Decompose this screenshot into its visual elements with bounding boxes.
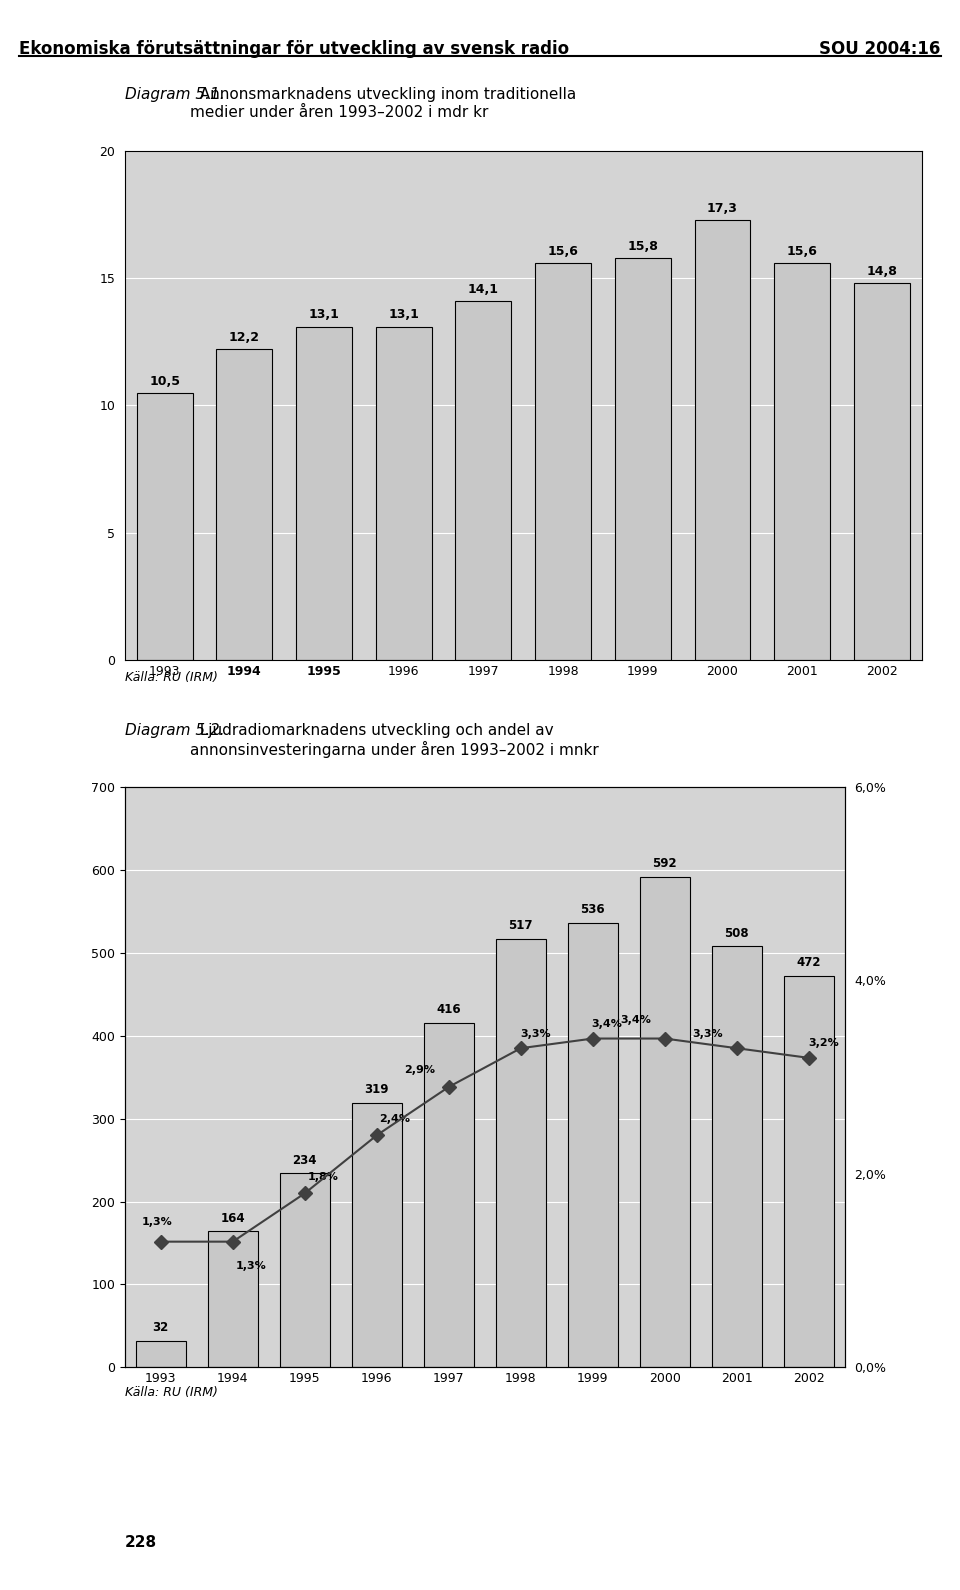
Bar bbox=[639, 876, 690, 1367]
Text: Källa: RU (IRM): Källa: RU (IRM) bbox=[125, 1386, 218, 1399]
Text: 13,1: 13,1 bbox=[308, 308, 340, 321]
Text: Ekonomiska förutsättningar för utveckling av svensk radio: Ekonomiska förutsättningar för utvecklin… bbox=[19, 40, 569, 57]
Text: 14,1: 14,1 bbox=[468, 283, 499, 296]
Text: 3,4%: 3,4% bbox=[591, 1019, 623, 1029]
Bar bbox=[423, 1022, 474, 1367]
Bar bbox=[694, 219, 751, 660]
Bar bbox=[455, 301, 512, 660]
Text: 3,2%: 3,2% bbox=[807, 1038, 839, 1048]
Text: Diagram 5.2.: Diagram 5.2. bbox=[125, 723, 225, 738]
Bar bbox=[135, 1340, 186, 1367]
Text: 3,3%: 3,3% bbox=[693, 1029, 723, 1038]
Bar bbox=[774, 262, 830, 660]
Text: Diagram 5.1.: Diagram 5.1. bbox=[125, 87, 225, 102]
Text: 2,4%: 2,4% bbox=[379, 1113, 410, 1124]
Text: 3,3%: 3,3% bbox=[520, 1029, 550, 1038]
Text: 15,6: 15,6 bbox=[547, 245, 579, 258]
Text: 12,2: 12,2 bbox=[228, 331, 260, 345]
Text: 10,5: 10,5 bbox=[149, 375, 180, 388]
Text: 319: 319 bbox=[365, 1083, 389, 1096]
Text: 17,3: 17,3 bbox=[707, 202, 738, 215]
Bar bbox=[279, 1173, 330, 1367]
Bar bbox=[614, 258, 671, 660]
Text: 164: 164 bbox=[221, 1212, 245, 1224]
Text: 3,4%: 3,4% bbox=[620, 1014, 652, 1026]
Bar bbox=[351, 1103, 402, 1367]
Bar bbox=[853, 283, 910, 660]
Text: 536: 536 bbox=[581, 903, 605, 916]
Bar bbox=[296, 326, 352, 660]
Text: 13,1: 13,1 bbox=[388, 308, 420, 321]
Bar bbox=[216, 350, 273, 660]
Text: Annonsmarknadens utveckling inom traditionella
medier under åren 1993–2002 i mdr: Annonsmarknadens utveckling inom traditi… bbox=[190, 87, 576, 119]
Text: 472: 472 bbox=[797, 957, 821, 970]
Text: 1,3%: 1,3% bbox=[142, 1218, 173, 1227]
Text: 508: 508 bbox=[725, 927, 749, 940]
Text: 1,3%: 1,3% bbox=[235, 1261, 266, 1270]
Bar bbox=[711, 946, 762, 1367]
Text: 517: 517 bbox=[509, 919, 533, 932]
Text: Ljudradiomarknadens utveckling och andel av
annonsinvesteringarna under åren 199: Ljudradiomarknadens utveckling och andel… bbox=[190, 723, 599, 758]
Text: 416: 416 bbox=[437, 1003, 461, 1016]
Bar bbox=[495, 938, 546, 1367]
Bar bbox=[535, 262, 591, 660]
Bar bbox=[207, 1231, 258, 1367]
Text: SOU 2004:16: SOU 2004:16 bbox=[820, 40, 941, 57]
Text: 15,8: 15,8 bbox=[627, 240, 659, 253]
Bar bbox=[783, 976, 834, 1367]
Bar bbox=[375, 326, 432, 660]
Text: 15,6: 15,6 bbox=[786, 245, 818, 258]
Text: 228: 228 bbox=[125, 1536, 156, 1550]
Text: Källa: RU (IRM): Källa: RU (IRM) bbox=[125, 671, 218, 684]
Text: 32: 32 bbox=[153, 1321, 169, 1334]
Text: 2,9%: 2,9% bbox=[404, 1065, 436, 1075]
Text: 592: 592 bbox=[653, 857, 677, 870]
Text: 234: 234 bbox=[293, 1154, 317, 1167]
Text: 1,8%: 1,8% bbox=[307, 1172, 338, 1181]
Bar bbox=[567, 924, 618, 1367]
Text: 14,8: 14,8 bbox=[866, 266, 898, 278]
Bar bbox=[136, 393, 193, 660]
